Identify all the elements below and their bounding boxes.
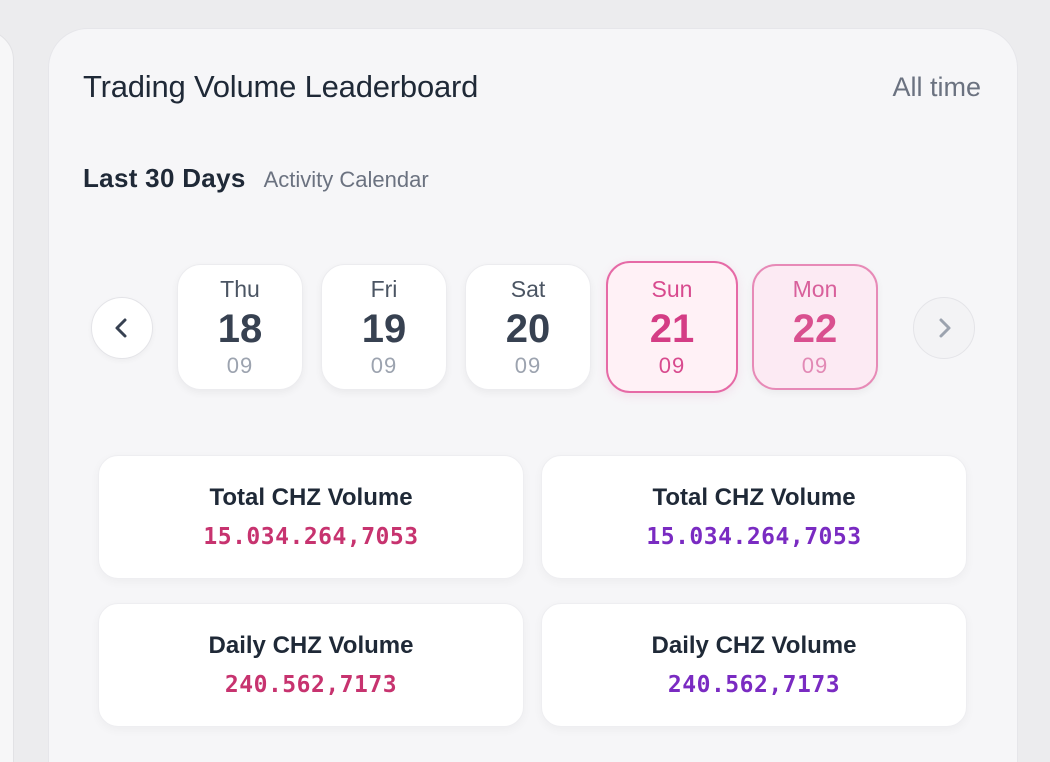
calendar-day-19[interactable]: Fri 19 09 xyxy=(321,264,447,390)
day-month: 09 xyxy=(658,352,686,378)
calendar-day-20[interactable]: Sat 20 09 xyxy=(465,264,591,390)
chevron-right-icon xyxy=(939,318,951,338)
day-month: 09 xyxy=(370,352,398,378)
leaderboard-card: Trading Volume Leaderboard All time Last… xyxy=(48,28,1018,762)
calendar-next-button[interactable] xyxy=(913,297,975,359)
calendar-day-18[interactable]: Thu 18 09 xyxy=(177,264,303,390)
stat-card-total-volume-a: Total CHZ Volume 15.034.264,7053 xyxy=(98,455,524,579)
calendar-day-21[interactable]: Sun 21 09 xyxy=(606,261,738,393)
calendar-day-22[interactable]: Mon 22 09 xyxy=(752,264,878,390)
stat-label: Daily CHZ Volume xyxy=(651,632,857,659)
day-month: 09 xyxy=(514,352,542,378)
day-month: 09 xyxy=(801,352,829,378)
day-month: 09 xyxy=(226,352,254,378)
stat-label: Total CHZ Volume xyxy=(209,484,413,511)
section-title: Last 30 Days xyxy=(83,163,246,193)
card-header: Trading Volume Leaderboard All time xyxy=(83,69,981,105)
chevron-left-icon xyxy=(115,318,127,338)
section-subtitle: Activity Calendar xyxy=(263,167,429,192)
section-header: Last 30 Days Activity Calendar xyxy=(83,163,429,194)
stat-card-daily-volume-b: Daily CHZ Volume 240.562,7173 xyxy=(541,603,967,727)
stat-card-daily-volume-a: Daily CHZ Volume 240.562,7173 xyxy=(98,603,524,727)
stat-label: Daily CHZ Volume xyxy=(208,632,414,659)
day-weekday: Thu xyxy=(220,275,260,302)
day-weekday: Sat xyxy=(510,275,546,302)
day-weekday: Sun xyxy=(651,275,693,302)
stat-value: 240.562,7173 xyxy=(224,672,398,698)
calendar-prev-button[interactable] xyxy=(91,297,153,359)
day-weekday: Mon xyxy=(792,275,838,302)
time-range-selector[interactable]: All time xyxy=(892,71,981,102)
day-number: 20 xyxy=(505,306,551,351)
stat-value: 240.562,7173 xyxy=(667,672,841,698)
stat-value: 15.034.264,7053 xyxy=(203,524,419,550)
side-panel xyxy=(0,30,14,762)
day-weekday: Fri xyxy=(370,275,398,302)
stat-card-total-volume-b: Total CHZ Volume 15.034.264,7053 xyxy=(541,455,967,579)
day-number: 22 xyxy=(792,306,838,351)
day-number: 21 xyxy=(649,306,695,351)
day-number: 19 xyxy=(361,306,407,351)
stat-value: 15.034.264,7053 xyxy=(646,524,862,550)
stat-label: Total CHZ Volume xyxy=(652,484,856,511)
day-number: 18 xyxy=(217,306,263,351)
card-title: Trading Volume Leaderboard xyxy=(83,69,479,104)
